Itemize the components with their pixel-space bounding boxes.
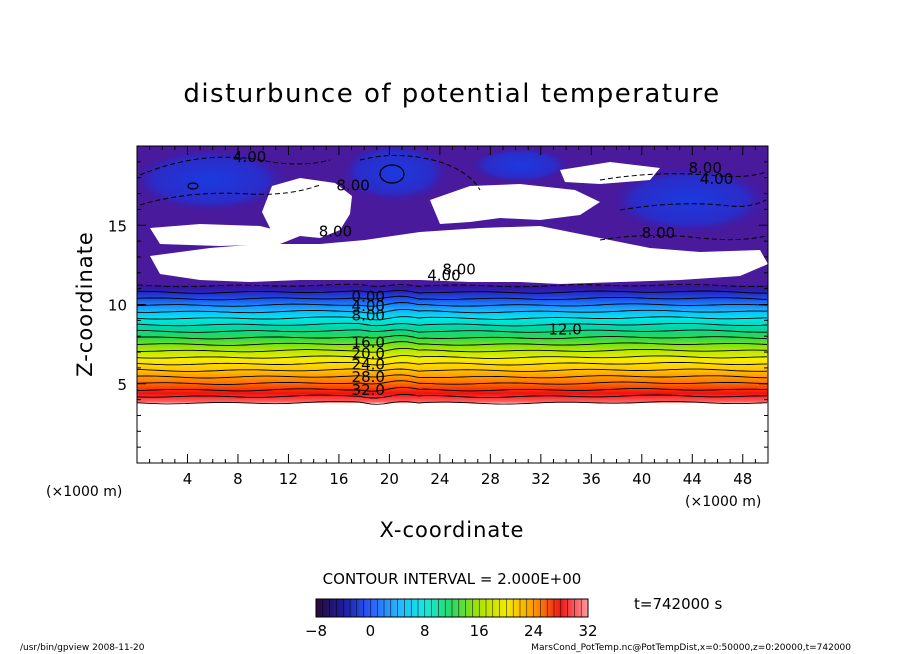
chart-title: disturbunce of potential temperature: [183, 79, 720, 109]
contour-label: 28.0: [352, 368, 385, 386]
contour-line: [137, 347, 768, 353]
contour-line: [137, 355, 768, 360]
x-tick-labels: 4 8 12 16 20 24 28 32 36 40 44 48: [183, 470, 753, 488]
contour-line: [137, 386, 768, 392]
contour-line: [137, 374, 768, 379]
contour-line: [137, 380, 768, 385]
contour-label: 4.00: [233, 148, 266, 166]
contour-line: [137, 361, 768, 366]
x-tick-label: 12: [279, 470, 298, 488]
upper-blue-patch: [137, 148, 290, 212]
x-tick-label: 8: [233, 470, 243, 488]
colorbar-segments: [322, 599, 582, 617]
contour-line: [137, 283, 768, 288]
x-axis-label: X-coordinate: [380, 518, 525, 542]
white-gap: [150, 224, 300, 246]
contour-label: 8.00: [352, 306, 385, 324]
closed-contour: [187, 182, 199, 190]
y-tick-labels: 5 10 15: [108, 217, 127, 394]
footer-left: /usr/bin/gpview 2008-11-20: [20, 643, 145, 653]
contour-label: 20.0: [352, 344, 385, 362]
upper-blue-patch: [340, 146, 450, 202]
upper-blue-patch: [610, 166, 768, 234]
contour-line: [137, 316, 768, 321]
dashed-contour: [619, 199, 767, 211]
x-tick-label: 24: [430, 470, 449, 488]
contour-label: 8.00: [442, 260, 475, 278]
white-gap: [430, 184, 600, 224]
contour-line: [137, 289, 768, 294]
colorbar-tick-label: 24: [524, 622, 543, 640]
x-tick-label: 28: [481, 470, 500, 488]
colorbar-tick-label: 8: [420, 622, 430, 640]
contour-label: 4.00: [427, 267, 460, 285]
colorbar: −8 0 8 16 24 32: [305, 598, 598, 640]
contour-label: 8.00: [642, 224, 675, 242]
colorbar-tick-label: −8: [305, 622, 327, 640]
contour-label: 8.00: [319, 222, 352, 240]
contour-label: 16.0: [352, 333, 385, 351]
dashed-contour: [359, 155, 481, 191]
dashed-contour: [139, 184, 321, 206]
x-tick-label: 4: [183, 470, 193, 488]
contour-line: [137, 322, 768, 327]
y-tick-label: 10: [108, 297, 127, 315]
upper-blue-patch: [470, 147, 570, 183]
contour-lines: [137, 283, 768, 405]
contour-label: 8.00: [688, 159, 721, 177]
contour-line: [137, 335, 768, 340]
white-gap: [560, 162, 660, 184]
footer-right: MarsCond_PotTemp.nc@PotTempDist,x=0:5000…: [531, 643, 851, 653]
x-tick-label: 48: [733, 470, 752, 488]
colorbar-labels: −8 0 8 16 24 32: [305, 622, 598, 640]
colorbar-tick-label: 16: [470, 622, 489, 640]
x-unit-left: (×1000 m): [46, 484, 122, 500]
contour-label: 24.0: [352, 355, 385, 373]
contour-line: [137, 394, 768, 399]
contour-interval: CONTOUR INTERVAL = 2.000E+00: [323, 570, 582, 588]
closed-contour: [379, 164, 405, 184]
contour-line: [137, 401, 768, 405]
contour-label: 32.0: [352, 381, 385, 399]
x-tick-label: 36: [582, 470, 601, 488]
x-tick-label: 16: [329, 470, 348, 488]
contour-line: [137, 329, 767, 333]
x-tick-label: 44: [683, 470, 702, 488]
plot-area: 4.008.008.008.004.008.008.004.000.004.00…: [137, 146, 768, 463]
contour-label: 12.0: [548, 321, 581, 339]
x-tick-label: 20: [380, 470, 399, 488]
dashed-contour: [599, 234, 767, 241]
time-label: t=742000 s: [634, 595, 722, 613]
contour-line: [137, 295, 768, 301]
contour-label: 8.00: [336, 176, 369, 194]
contour-label: 4.00: [352, 297, 385, 315]
axis-ticks: [137, 146, 768, 463]
colorbar-tick-label: 32: [578, 622, 597, 640]
contour-line: [137, 341, 768, 346]
x-unit-right: (×1000 m): [685, 494, 761, 510]
x-tick-label: 40: [632, 470, 651, 488]
contour-line: [137, 302, 768, 307]
contour-labels: 4.008.008.008.004.008.008.004.000.004.00…: [233, 148, 733, 399]
dashed-contours: [139, 155, 767, 241]
y-tick-label: 5: [117, 376, 127, 394]
contour-line: [137, 308, 768, 314]
y-tick-label: 15: [108, 217, 127, 235]
y-axis-label: Z-coordinate: [73, 231, 97, 377]
colorbar-tick-label: 0: [366, 622, 376, 640]
dashed-contour: [599, 171, 767, 181]
white-gap: [150, 226, 768, 284]
contour-label: 0.00: [352, 287, 385, 305]
contour-label: 4.00: [700, 170, 733, 188]
dashed-contour: [139, 156, 331, 176]
x-tick-label: 32: [531, 470, 550, 488]
contour-line: [137, 368, 768, 372]
